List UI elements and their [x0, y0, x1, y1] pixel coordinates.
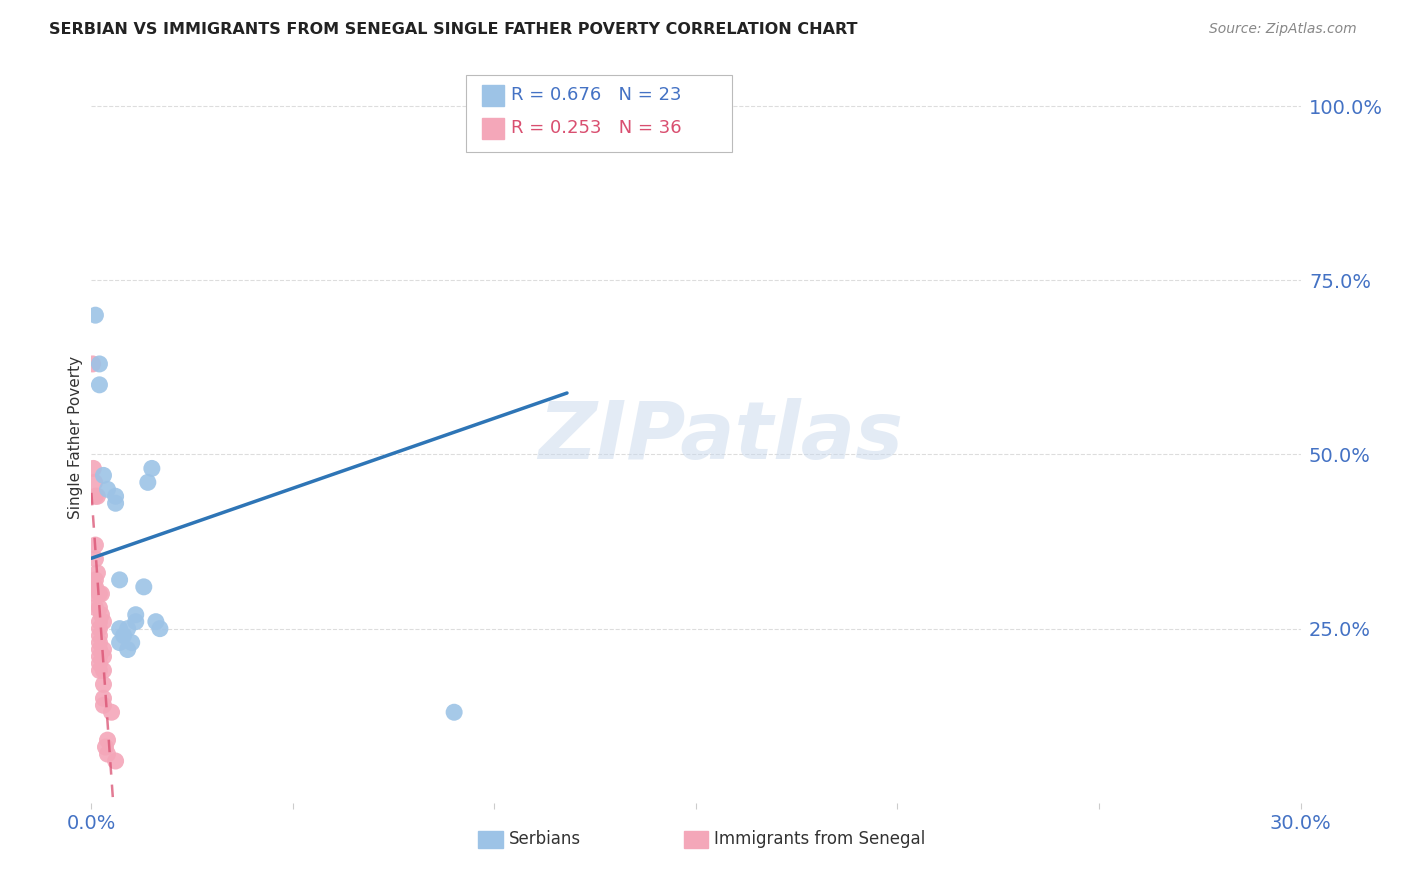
Point [108, 635, 131, 649]
Point [93, 468, 115, 483]
Point [104, 496, 127, 510]
Text: Immigrants from Senegal: Immigrants from Senegal [714, 830, 925, 848]
Point [89, 649, 111, 664]
Point [93, 691, 115, 706]
Point [84, 308, 107, 322]
Point [112, 629, 135, 643]
Point [141, 461, 163, 475]
Point [89, 622, 111, 636]
Point [84, 587, 107, 601]
Point [90, 607, 112, 622]
Point [82, 461, 104, 475]
Point [89, 357, 111, 371]
Point [96, 733, 118, 747]
Point [89, 600, 111, 615]
Point [117, 642, 139, 657]
Point [125, 607, 148, 622]
Bar [482, 118, 503, 138]
Point [89, 629, 111, 643]
Point [89, 377, 111, 392]
Text: R = 0.253   N = 36: R = 0.253 N = 36 [510, 120, 682, 137]
Text: Source: ZipAtlas.com: Source: ZipAtlas.com [1209, 22, 1357, 37]
Point [108, 622, 131, 636]
Bar [683, 830, 709, 848]
Point [443, 705, 465, 719]
Point [136, 475, 159, 490]
Point [555, 120, 578, 134]
Point [84, 489, 107, 503]
Point [89, 587, 111, 601]
Point [93, 642, 115, 657]
Point [125, 615, 148, 629]
Point [83, 475, 105, 490]
Point [93, 664, 115, 678]
Point [89, 642, 111, 657]
Point [117, 622, 139, 636]
Point [93, 615, 115, 629]
Point [86, 489, 108, 503]
Point [86, 566, 108, 580]
Bar [478, 830, 502, 848]
Point [84, 573, 107, 587]
Point [84, 580, 107, 594]
Text: R = 0.676   N = 23: R = 0.676 N = 23 [510, 87, 682, 104]
Point [132, 580, 155, 594]
Point [100, 705, 122, 719]
Point [96, 483, 118, 497]
Text: SERBIAN VS IMMIGRANTS FROM SENEGAL SINGLE FATHER POVERTY CORRELATION CHART: SERBIAN VS IMMIGRANTS FROM SENEGAL SINGL… [49, 22, 858, 37]
Y-axis label: Single Father Poverty: Single Father Poverty [67, 356, 83, 518]
Text: ZIPatlas: ZIPatlas [537, 398, 903, 476]
Point [96, 747, 118, 761]
Point [84, 600, 107, 615]
Point [82, 357, 104, 371]
Point [121, 635, 143, 649]
Point [149, 622, 172, 636]
Point [84, 538, 107, 552]
Point [94, 740, 117, 755]
Point [93, 677, 115, 691]
Point [90, 587, 112, 601]
Text: Serbians: Serbians [509, 830, 581, 848]
Point [89, 657, 111, 671]
Point [93, 649, 115, 664]
Point [89, 615, 111, 629]
Point [108, 573, 131, 587]
Point [89, 635, 111, 649]
Point [104, 754, 127, 768]
Point [89, 664, 111, 678]
FancyBboxPatch shape [467, 75, 733, 152]
Point [93, 698, 115, 713]
Point [84, 552, 107, 566]
Point [145, 615, 167, 629]
Point [104, 489, 127, 503]
Bar [482, 86, 503, 106]
